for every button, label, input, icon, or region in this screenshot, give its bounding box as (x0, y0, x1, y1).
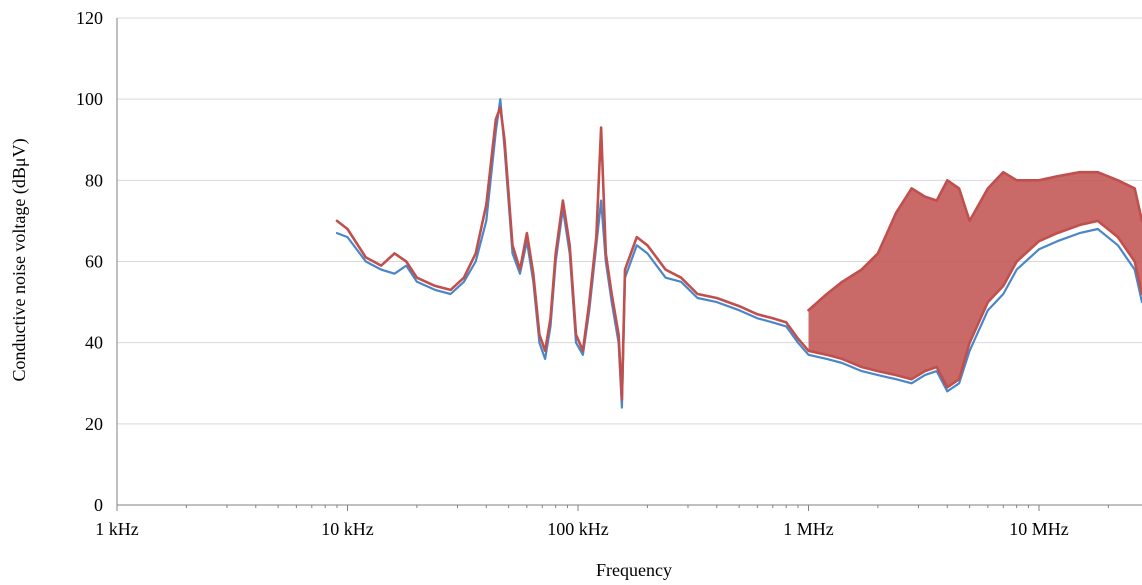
axis-layer (116, 18, 1142, 511)
series-layer (335, 98, 1142, 409)
y-tick-label: 40 (85, 333, 103, 353)
y-tick-label: 0 (94, 495, 103, 515)
y-tick-label: 120 (76, 8, 103, 28)
x-tick-label: 10 MHz (1009, 519, 1069, 539)
label-layer: 0 20 40 60 80 100 120 1 kHz 10 kHz 100 kHz 1 MHz 10… (76, 8, 1069, 539)
grid-layer (117, 17, 1142, 425)
series-band-fill (808, 172, 1142, 388)
x-tick-label: 1 MHz (783, 519, 834, 539)
x-tick-label: 1 kHz (95, 519, 139, 539)
y-tick-label: 20 (85, 414, 103, 434)
y-axis-title: Conductive noise voltage (dBμV) (9, 138, 30, 381)
x-axis-title: Frequency (596, 560, 672, 580)
x-tick-label: 10 kHz (321, 519, 374, 539)
x-tick-label: 100 kHz (547, 519, 609, 539)
y-tick-label: 60 (85, 252, 103, 272)
y-tick-label: 80 (85, 170, 103, 190)
y-tick-label: 100 (76, 89, 103, 109)
series-line-2 (335, 106, 1142, 401)
